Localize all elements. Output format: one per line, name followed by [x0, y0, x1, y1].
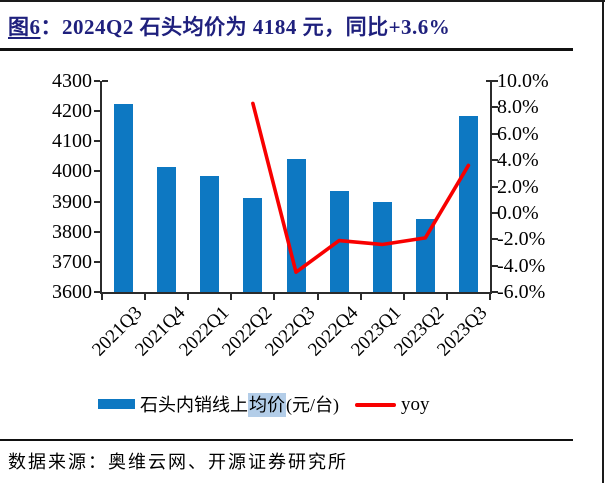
bar-series-swatch [98, 399, 135, 409]
y-tick-left [94, 80, 100, 82]
bar-2022Q2 [243, 198, 263, 292]
y-tick-right [492, 159, 498, 162]
y-axis-label-left: 4000 [52, 160, 92, 183]
source-divider [0, 439, 573, 441]
y-axis-label-left: 4200 [52, 100, 92, 123]
bar-2023Q3 [458, 115, 478, 292]
y-tick-left [94, 170, 100, 173]
bar-series-label: 石头内销线上均价(元/台) [140, 393, 339, 417]
y-axis-label-left: 3900 [52, 190, 92, 213]
y-tick-right [492, 106, 498, 109]
figure-title: 图6：2024Q2 石头均价为 4184 元，同比+3.6% [8, 11, 450, 41]
y-tick-right [492, 238, 498, 241]
x-axis [100, 292, 492, 294]
y-axis-label-right: 8.0% [497, 96, 539, 119]
line-series-swatch [355, 403, 396, 407]
y-axis-label-left: 3800 [52, 220, 92, 243]
bar-series-label-highlighted: 均价 [248, 393, 286, 417]
x-tick [316, 294, 319, 300]
x-tick [489, 294, 491, 300]
bar-2021Q4 [157, 166, 177, 292]
title-divider [0, 48, 573, 51]
y-tick-left [94, 110, 100, 113]
y-tick-left-inward [102, 80, 108, 82]
y-axis-label-left: 4300 [52, 70, 92, 92]
x-tick [359, 294, 362, 300]
bar-2021Q3 [114, 103, 134, 292]
line-series-label: yoy [401, 394, 430, 415]
y-axis-label-right: -6.0% [497, 281, 546, 303]
bar-series-label-pre: 石头内销线上 [140, 395, 248, 415]
y-tick-right-inward [486, 80, 492, 82]
x-tick [273, 294, 276, 300]
figure-title-text: ：2024Q2 石头均价为 4184 元，同比+3.6% [40, 15, 451, 39]
page-right-border [602, 0, 604, 483]
y-tick-right [492, 264, 498, 267]
y-tick-right [492, 132, 498, 135]
y-tick-right [492, 185, 498, 188]
x-tick [445, 294, 448, 300]
y-tick-left [94, 140, 100, 143]
y-tick-left [94, 200, 100, 203]
y-tick-left [94, 291, 100, 293]
bar-series-label-post: (元/台) [286, 395, 339, 415]
y-axis-label-left: 3600 [52, 281, 92, 303]
y-tick-right [492, 211, 498, 214]
source-note: 数据来源：奥维云网、开源证券研究所 [8, 452, 348, 472]
yoy-polyline [251, 101, 471, 274]
bar-2022Q1 [200, 175, 220, 292]
figure-number: 图6 [8, 15, 41, 39]
y-axis-label-left: 4100 [52, 130, 92, 153]
x-tick [402, 294, 405, 300]
y-tick-right [492, 291, 498, 293]
bar-2023Q1 [372, 202, 392, 292]
y-axis-right [490, 81, 492, 294]
y-axis-label-right: 0.0% [497, 201, 539, 224]
x-tick [230, 294, 233, 300]
x-tick [187, 294, 190, 300]
y-tick-right [492, 80, 498, 82]
y-axis-label-right: -4.0% [497, 254, 546, 277]
y-axis-left [100, 81, 102, 294]
y-axis-label-right: 2.0% [497, 175, 539, 198]
page-top-border [0, 0, 605, 2]
y-tick-left [94, 230, 100, 233]
x-tick [144, 294, 147, 300]
y-axis-label-right: 10.0% [497, 70, 549, 92]
y-axis-label-left: 3700 [52, 250, 92, 273]
y-axis-label-right: -2.0% [497, 228, 546, 251]
y-axis-label-right: 4.0% [497, 149, 539, 172]
x-tick [101, 294, 103, 300]
y-axis-label-right: 6.0% [497, 122, 539, 145]
yoy-line [251, 101, 471, 274]
y-tick-left [94, 260, 100, 263]
